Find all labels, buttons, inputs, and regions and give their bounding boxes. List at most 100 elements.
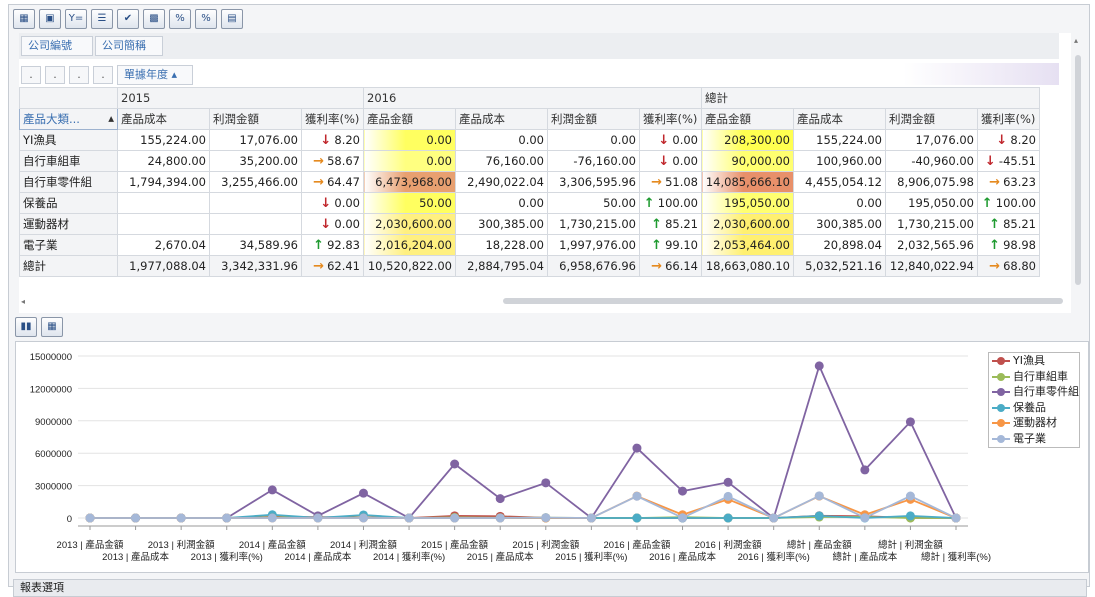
select-all-icon[interactable]: ▩	[143, 9, 165, 29]
data-cell[interactable]: 24,800.00	[117, 150, 210, 172]
data-button[interactable]: .	[69, 66, 89, 84]
data-cell[interactable]: 18,663,080.10	[701, 255, 794, 277]
measure-header[interactable]: 利潤金額	[547, 108, 640, 130]
data-cell[interactable]: 50.00	[547, 192, 640, 214]
data-cell[interactable]: 8,906,075.98	[885, 171, 978, 193]
data-cell[interactable]	[117, 213, 210, 235]
data-cell[interactable]: 17,076.00	[885, 129, 978, 151]
data-cell[interactable]: ↑ 98.98	[977, 234, 1040, 256]
report-options-bar[interactable]: 報表選項	[13, 579, 1087, 597]
data-cell[interactable]: -40,960.00	[885, 150, 978, 172]
data-cell[interactable]: ↑ 99.10	[639, 234, 702, 256]
data-cell[interactable]: 300,385.00	[455, 213, 548, 235]
data-cell[interactable]: ↓ 0.00	[639, 129, 702, 151]
data-cell[interactable]: 20,898.04	[793, 234, 886, 256]
legend-item[interactable]: 電子業	[989, 431, 1079, 447]
data-cell[interactable]: 14,085,666.10	[701, 171, 794, 193]
data-cell[interactable]: 4,455,054.12	[793, 171, 886, 193]
data-cell[interactable]: → 64.47	[301, 171, 364, 193]
measure-header[interactable]: 利潤金額	[885, 108, 978, 130]
legend-item[interactable]: YI漁具	[989, 353, 1079, 369]
data-cell[interactable]: 2,670.04	[117, 234, 210, 256]
data-cell[interactable]: 300,385.00	[793, 213, 886, 235]
data-button[interactable]: .	[45, 66, 65, 84]
save-icon[interactable]: ▣	[39, 9, 61, 29]
data-cell[interactable]: 155,224.00	[793, 129, 886, 151]
row-header[interactable]: 運動器材	[19, 213, 118, 235]
grid-icon[interactable]: ▦	[41, 317, 63, 337]
data-cell[interactable]: -76,160.00	[547, 150, 640, 172]
data-cell[interactable]: 208,300.00	[701, 129, 794, 151]
data-cell[interactable]: 0.00	[455, 129, 548, 151]
legend-item[interactable]: 自行車零件組	[989, 384, 1079, 400]
data-cell[interactable]: ↓ 0.00	[639, 150, 702, 172]
row-header[interactable]: 保養品	[19, 192, 118, 214]
table-row[interactable]: 保養品 ↓ 0.00 50.00 0.00 50.00 ↑ 100.00 195,050.00 0…	[19, 192, 1040, 214]
data-cell[interactable]: ↑ 92.83	[301, 234, 364, 256]
horizontal-scrollbar[interactable]: ◂	[19, 295, 1069, 307]
data-cell[interactable]: 1,730,215.00	[885, 213, 978, 235]
data-cell[interactable]: 76,160.00	[455, 150, 548, 172]
checklist-icon[interactable]: ✔	[117, 9, 139, 29]
data-cell[interactable]: 0.00	[547, 129, 640, 151]
legend-item[interactable]: 自行車組車	[989, 369, 1079, 385]
table-row[interactable]: 自行車零件組 1,794,394.00 3,255,466.00 → 64.47 6,47…	[19, 171, 1040, 193]
data-cell[interactable]: → 62.41	[301, 255, 364, 277]
measure-header[interactable]: 利潤金額	[209, 108, 302, 130]
data-cell[interactable]: ↓ 0.00	[301, 192, 364, 214]
legend-item[interactable]: 運動器材	[989, 415, 1079, 431]
data-cell[interactable]: 2,490,022.04	[455, 171, 548, 193]
data-cell[interactable]: 2,030,600.00	[701, 213, 794, 235]
data-cell[interactable]: 1,794,394.00	[117, 171, 210, 193]
data-cell[interactable]	[117, 192, 210, 214]
data-cell[interactable]: → 66.14	[639, 255, 702, 277]
measure-header[interactable]: 獲利率(%)	[639, 108, 702, 130]
data-cell[interactable]: → 68.80	[977, 255, 1040, 277]
data-cell[interactable]: 35,200.00	[209, 150, 302, 172]
data-button[interactable]: .	[21, 66, 41, 84]
data-cell[interactable]: 6,958,676.96	[547, 255, 640, 277]
table-row[interactable]: 自行車組車 24,800.00 35,200.00 → 58.67 0.00 76,160.…	[19, 150, 1040, 172]
data-cell[interactable]: 6,473,968.00	[363, 171, 456, 193]
table-row[interactable]: 電子業 2,670.04 34,589.96 ↑ 92.83 2,016,204.00 18…	[19, 234, 1040, 256]
data-cell[interactable]: ↓ 8.20	[301, 129, 364, 151]
data-button[interactable]: .	[93, 66, 113, 84]
data-cell[interactable]: 18,228.00	[455, 234, 548, 256]
data-cell[interactable]: 155,224.00	[117, 129, 210, 151]
measure-header[interactable]: 產品成本	[117, 108, 210, 130]
table-row[interactable]: 運動器材 ↓ 0.00 2,030,600.00 300,385.00 1,730,215…	[19, 213, 1040, 235]
data-cell[interactable]: 2,016,204.00	[363, 234, 456, 256]
data-cell[interactable]: 17,076.00	[209, 129, 302, 151]
data-cell[interactable]: ↓ 0.00	[301, 213, 364, 235]
data-cell[interactable]: 195,050.00	[701, 192, 794, 214]
data-cell[interactable]: → 51.08	[639, 171, 702, 193]
legend-item[interactable]: 保養品	[989, 400, 1079, 416]
data-cell[interactable]: 2,053,464.00	[701, 234, 794, 256]
row-header[interactable]: 總計	[19, 255, 118, 277]
measure-header[interactable]: 產品金額	[701, 108, 794, 130]
field-company-name[interactable]: 公司簡稱	[95, 36, 163, 56]
data-cell[interactable]: 195,050.00	[885, 192, 978, 214]
data-cell[interactable]: 12,840,022.94	[885, 255, 978, 277]
data-cell[interactable]: 3,342,331.96	[209, 255, 302, 277]
data-cell[interactable]: 2,884,795.04	[455, 255, 548, 277]
data-cell[interactable]: 90,000.00	[701, 150, 794, 172]
vertical-scrollbar[interactable]: ▴	[1073, 35, 1083, 287]
measure-header[interactable]: 產品成本	[793, 108, 886, 130]
data-cell[interactable]: 0.00	[455, 192, 548, 214]
row-header[interactable]: 自行車組車	[19, 150, 118, 172]
row-header[interactable]: 電子業	[19, 234, 118, 256]
measure-header[interactable]: 產品金額	[363, 108, 456, 130]
list-icon[interactable]: ☰	[91, 9, 113, 29]
data-cell[interactable]: ↓ -45.51	[977, 150, 1040, 172]
row-header[interactable]: YI漁具	[19, 129, 118, 151]
measure-header[interactable]: 產品成本	[455, 108, 548, 130]
measure-header[interactable]: 獲利率(%)	[977, 108, 1040, 130]
data-cell[interactable]: 1,977,088.04	[117, 255, 210, 277]
data-cell[interactable]: 0.00	[363, 150, 456, 172]
data-cell[interactable]: ↑ 100.00	[977, 192, 1040, 214]
data-cell[interactable]: 34,589.96	[209, 234, 302, 256]
grid-icon[interactable]: ▦	[13, 9, 35, 29]
data-cell[interactable]: 0.00	[363, 129, 456, 151]
data-cell[interactable]: 2,032,565.96	[885, 234, 978, 256]
